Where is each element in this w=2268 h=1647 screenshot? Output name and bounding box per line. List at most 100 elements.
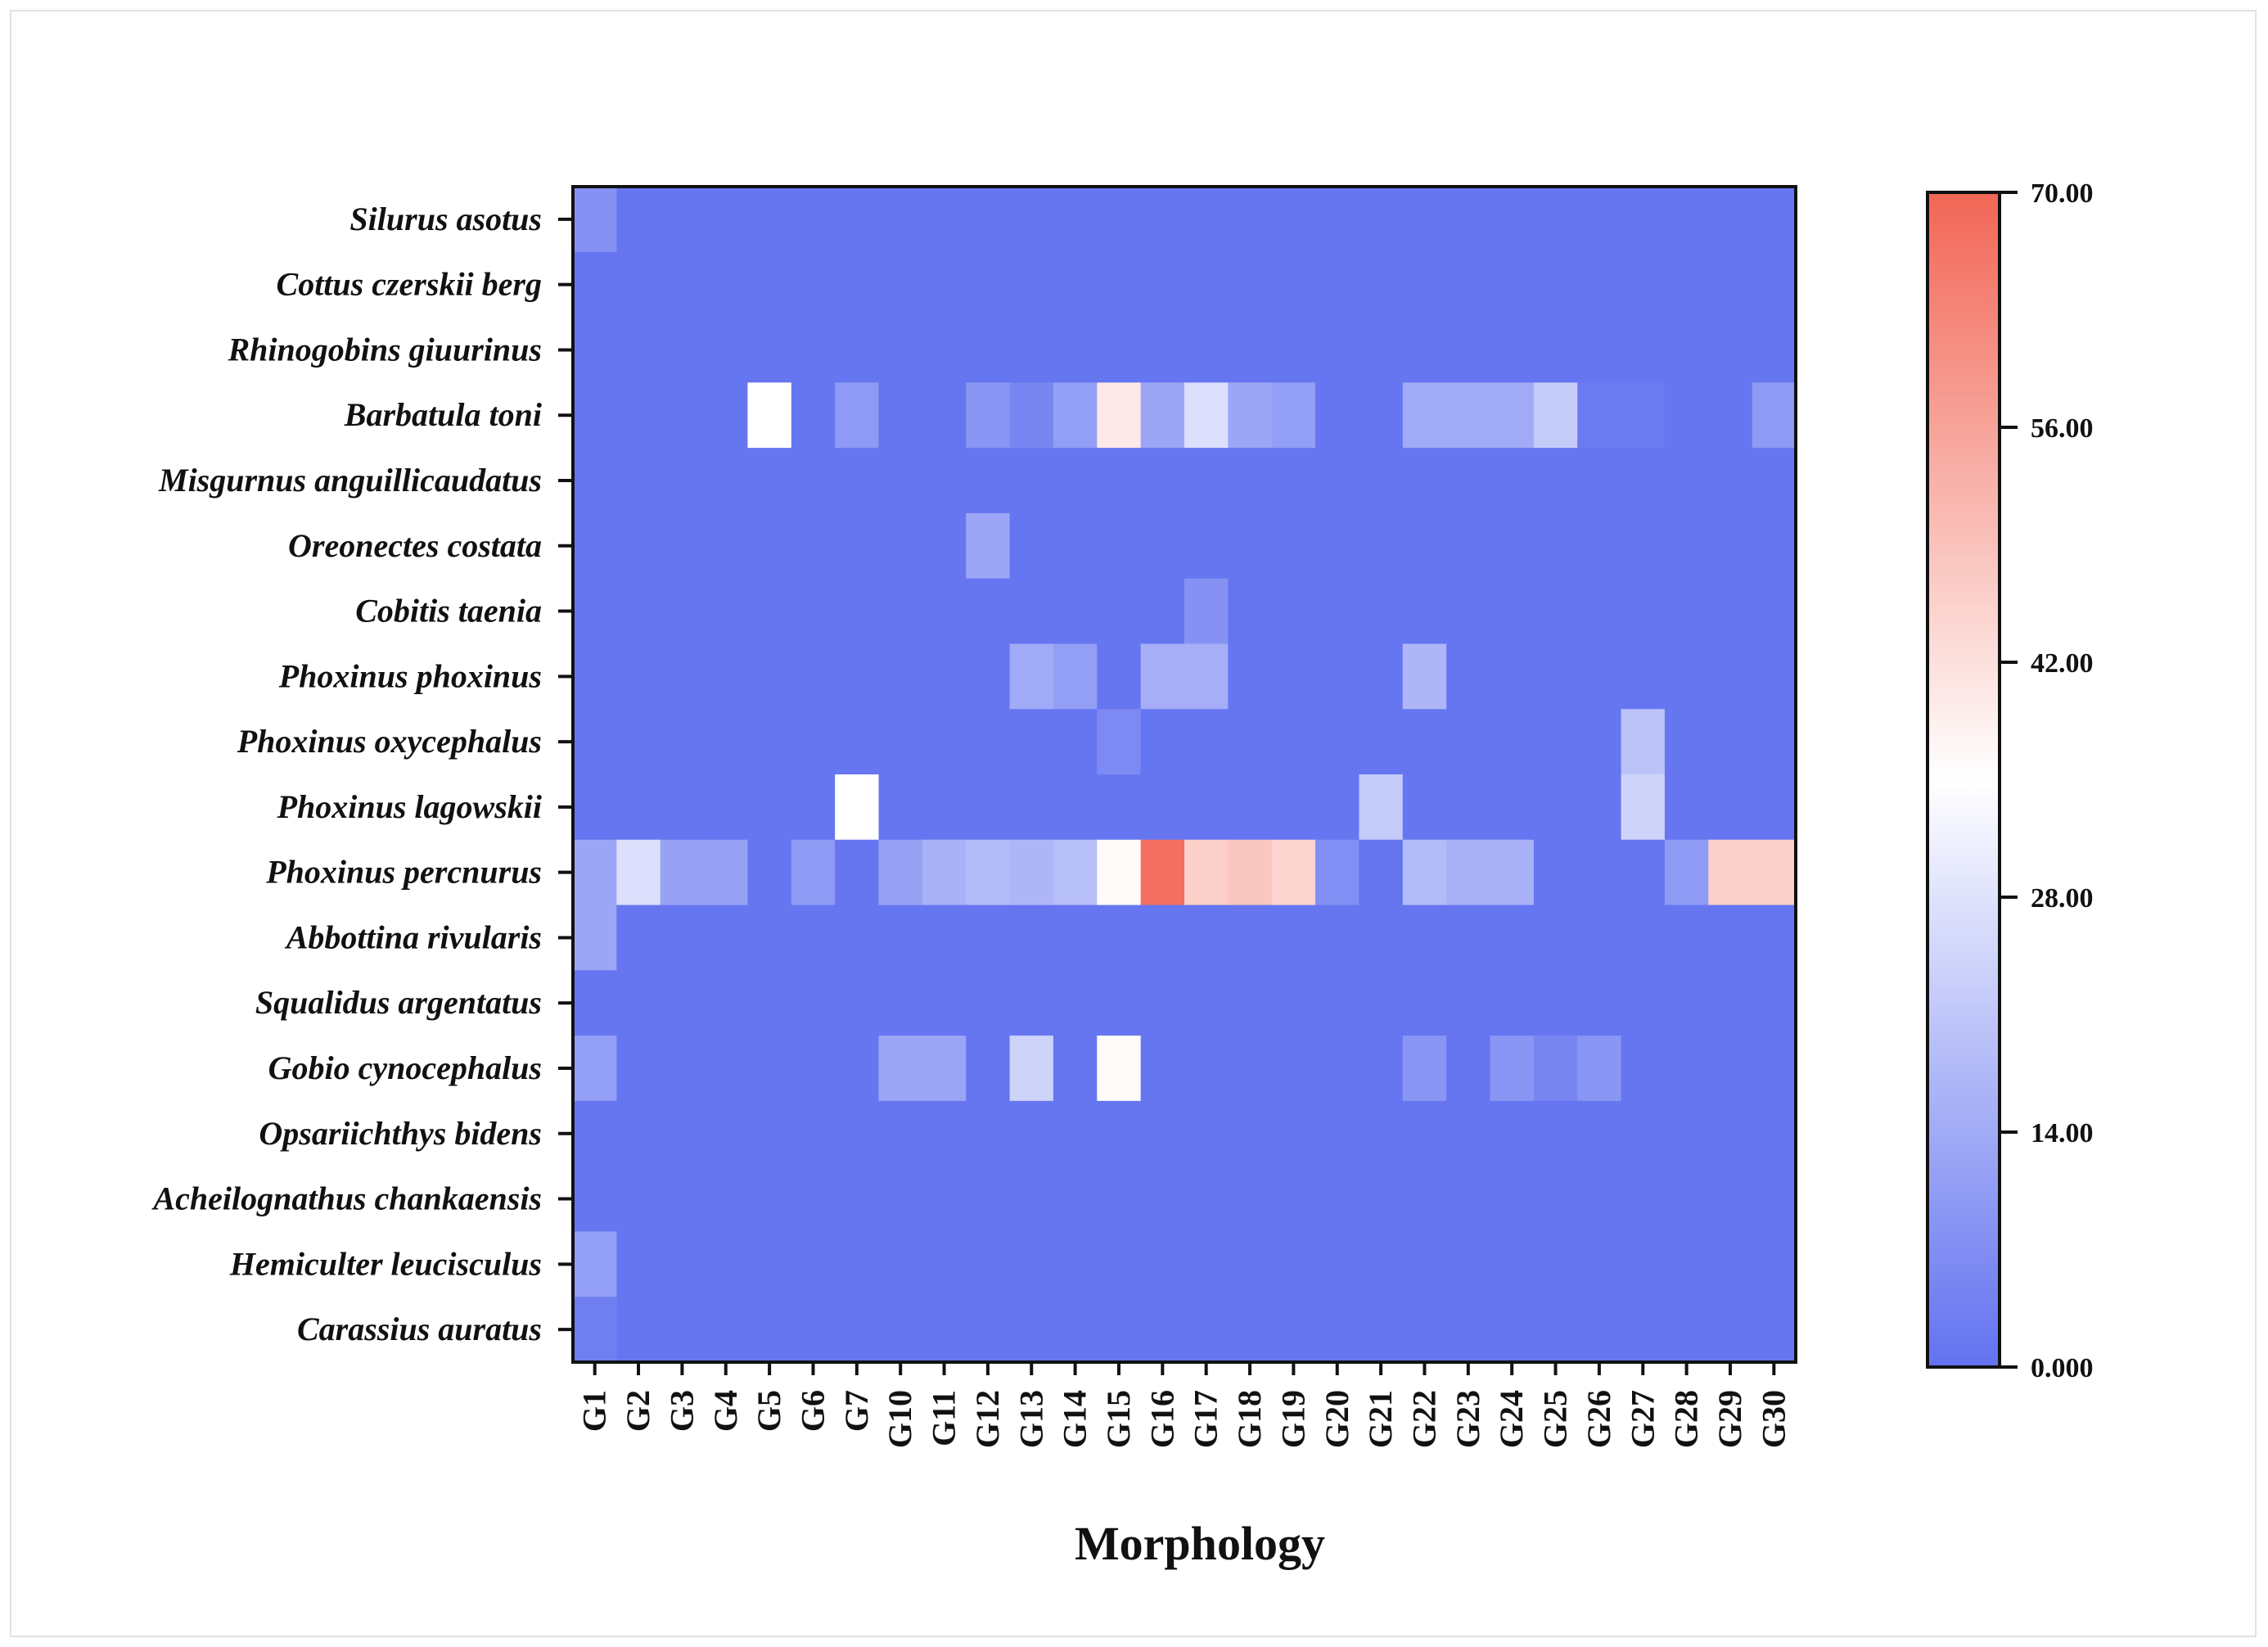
heatmap-cell bbox=[1446, 382, 1491, 449]
heatmap-cell bbox=[1533, 448, 1578, 514]
heatmap-cell bbox=[922, 512, 967, 580]
heatmap-cell bbox=[616, 1231, 661, 1297]
heatmap-cell bbox=[1097, 839, 1142, 906]
heatmap-cell bbox=[1053, 774, 1098, 841]
y-tick-label: Phoxinus percnurus bbox=[265, 854, 542, 891]
heatmap-cell bbox=[1490, 1297, 1535, 1363]
heatmap-cell bbox=[1402, 1231, 1447, 1297]
heatmap-cell bbox=[1053, 382, 1098, 449]
heatmap-cell bbox=[1402, 512, 1447, 580]
heatmap-cell bbox=[791, 709, 836, 775]
heatmap-cell bbox=[747, 578, 792, 645]
heatmap-cell bbox=[922, 578, 967, 645]
heatmap-cell bbox=[660, 187, 705, 253]
heatmap-cell bbox=[966, 1297, 1011, 1363]
heatmap-cell bbox=[660, 1166, 705, 1233]
heatmap-cell bbox=[1009, 1297, 1054, 1363]
heatmap-cell bbox=[1228, 1297, 1273, 1363]
heatmap-cell bbox=[1140, 970, 1185, 1036]
heatmap-cell bbox=[922, 709, 967, 775]
heatmap-cell bbox=[616, 251, 661, 318]
heatmap-cell bbox=[966, 643, 1011, 710]
heatmap-cell bbox=[747, 1231, 792, 1297]
heatmap-cell bbox=[1533, 1297, 1578, 1363]
heatmap-cell bbox=[1402, 251, 1447, 318]
heatmap-cell bbox=[1664, 317, 1709, 383]
heatmap-cell bbox=[1533, 709, 1578, 775]
heatmap-cell bbox=[1315, 448, 1360, 514]
heatmap-cell bbox=[878, 905, 923, 971]
heatmap-cell bbox=[878, 839, 923, 906]
heatmap-cell bbox=[1621, 709, 1666, 775]
x-tick-label: G4 bbox=[707, 1390, 744, 1432]
heatmap-cell bbox=[878, 382, 923, 449]
heatmap-cell bbox=[791, 774, 836, 841]
heatmap-cell bbox=[791, 578, 836, 645]
y-tick-label: Oreonectes costata bbox=[288, 527, 542, 564]
heatmap-cell bbox=[1752, 1100, 1797, 1167]
heatmap-cell bbox=[878, 970, 923, 1036]
heatmap-cell bbox=[922, 1036, 967, 1102]
heatmap-cell bbox=[1359, 970, 1404, 1036]
heatmap-cell bbox=[1577, 643, 1622, 710]
heatmap-cell bbox=[1359, 1231, 1404, 1297]
heatmap-cell bbox=[1271, 1231, 1316, 1297]
heatmap-cell bbox=[1184, 709, 1229, 775]
heatmap-cell bbox=[704, 839, 749, 906]
x-tick-label: G29 bbox=[1711, 1390, 1748, 1448]
heatmap-cell bbox=[1533, 905, 1578, 971]
heatmap-cell bbox=[1228, 578, 1273, 645]
heatmap-cell bbox=[1140, 251, 1185, 318]
heatmap-cell bbox=[878, 187, 923, 253]
heatmap-cell bbox=[1490, 774, 1535, 841]
heatmap-cell bbox=[1577, 774, 1622, 841]
heatmap-cell bbox=[878, 709, 923, 775]
heatmap-cell bbox=[1271, 448, 1316, 514]
heatmap-cell bbox=[1402, 709, 1447, 775]
heatmap-cell bbox=[747, 448, 792, 514]
x-tick-label: G27 bbox=[1624, 1390, 1661, 1448]
heatmap-cell bbox=[791, 643, 836, 710]
heatmap-cell bbox=[922, 1297, 967, 1363]
heatmap-cell bbox=[1271, 251, 1316, 318]
heatmap-cell bbox=[966, 1036, 1011, 1102]
heatmap-cell bbox=[660, 1297, 705, 1363]
heatmap-cell bbox=[922, 970, 967, 1036]
y-tick-label: Phoxinus oxycephalus bbox=[237, 723, 542, 760]
heatmap-cell bbox=[1228, 187, 1273, 253]
heatmap-cell bbox=[1664, 774, 1709, 841]
heatmap-cell bbox=[1053, 1100, 1098, 1167]
heatmap-cell bbox=[660, 382, 705, 449]
heatmap-cell bbox=[573, 1036, 617, 1102]
heatmap-cell bbox=[1752, 1231, 1797, 1297]
heatmap-cell bbox=[1359, 187, 1404, 253]
x-tick-label: G17 bbox=[1188, 1390, 1224, 1448]
heatmap-cell bbox=[1752, 448, 1797, 514]
heatmap-cell bbox=[1053, 512, 1098, 580]
y-tick-label: Cobitis taenia bbox=[355, 593, 542, 629]
heatmap-cell bbox=[1708, 578, 1753, 645]
heatmap-cell bbox=[791, 317, 836, 383]
heatmap-cell bbox=[1752, 187, 1797, 253]
heatmap-cell bbox=[1140, 905, 1185, 971]
heatmap-cell bbox=[1533, 382, 1578, 449]
heatmap-cell bbox=[1271, 709, 1316, 775]
heatmap-cell bbox=[704, 709, 749, 775]
heatmap-cell bbox=[791, 187, 836, 253]
x-tick-label: G1 bbox=[576, 1390, 613, 1432]
heatmap-cell bbox=[1490, 839, 1535, 906]
heatmap-cell bbox=[1490, 643, 1535, 710]
y-tick-label: Rhinogobins giuurinus bbox=[227, 331, 542, 368]
heatmap-cell bbox=[1446, 578, 1491, 645]
heatmap-cell bbox=[1184, 970, 1229, 1036]
heatmap-cell bbox=[1184, 905, 1229, 971]
heatmap-cell bbox=[573, 1297, 617, 1363]
heatmap-cell bbox=[747, 382, 792, 449]
y-tick-label: Misgurnus anguillicaudatus bbox=[158, 462, 542, 499]
heatmap-cell bbox=[878, 1100, 923, 1167]
heatmap-cell bbox=[1009, 1166, 1054, 1233]
heatmap-cell bbox=[922, 382, 967, 449]
x-tick-label: G10 bbox=[881, 1390, 918, 1448]
heatmap-cell bbox=[660, 970, 705, 1036]
heatmap-cell bbox=[1315, 709, 1360, 775]
